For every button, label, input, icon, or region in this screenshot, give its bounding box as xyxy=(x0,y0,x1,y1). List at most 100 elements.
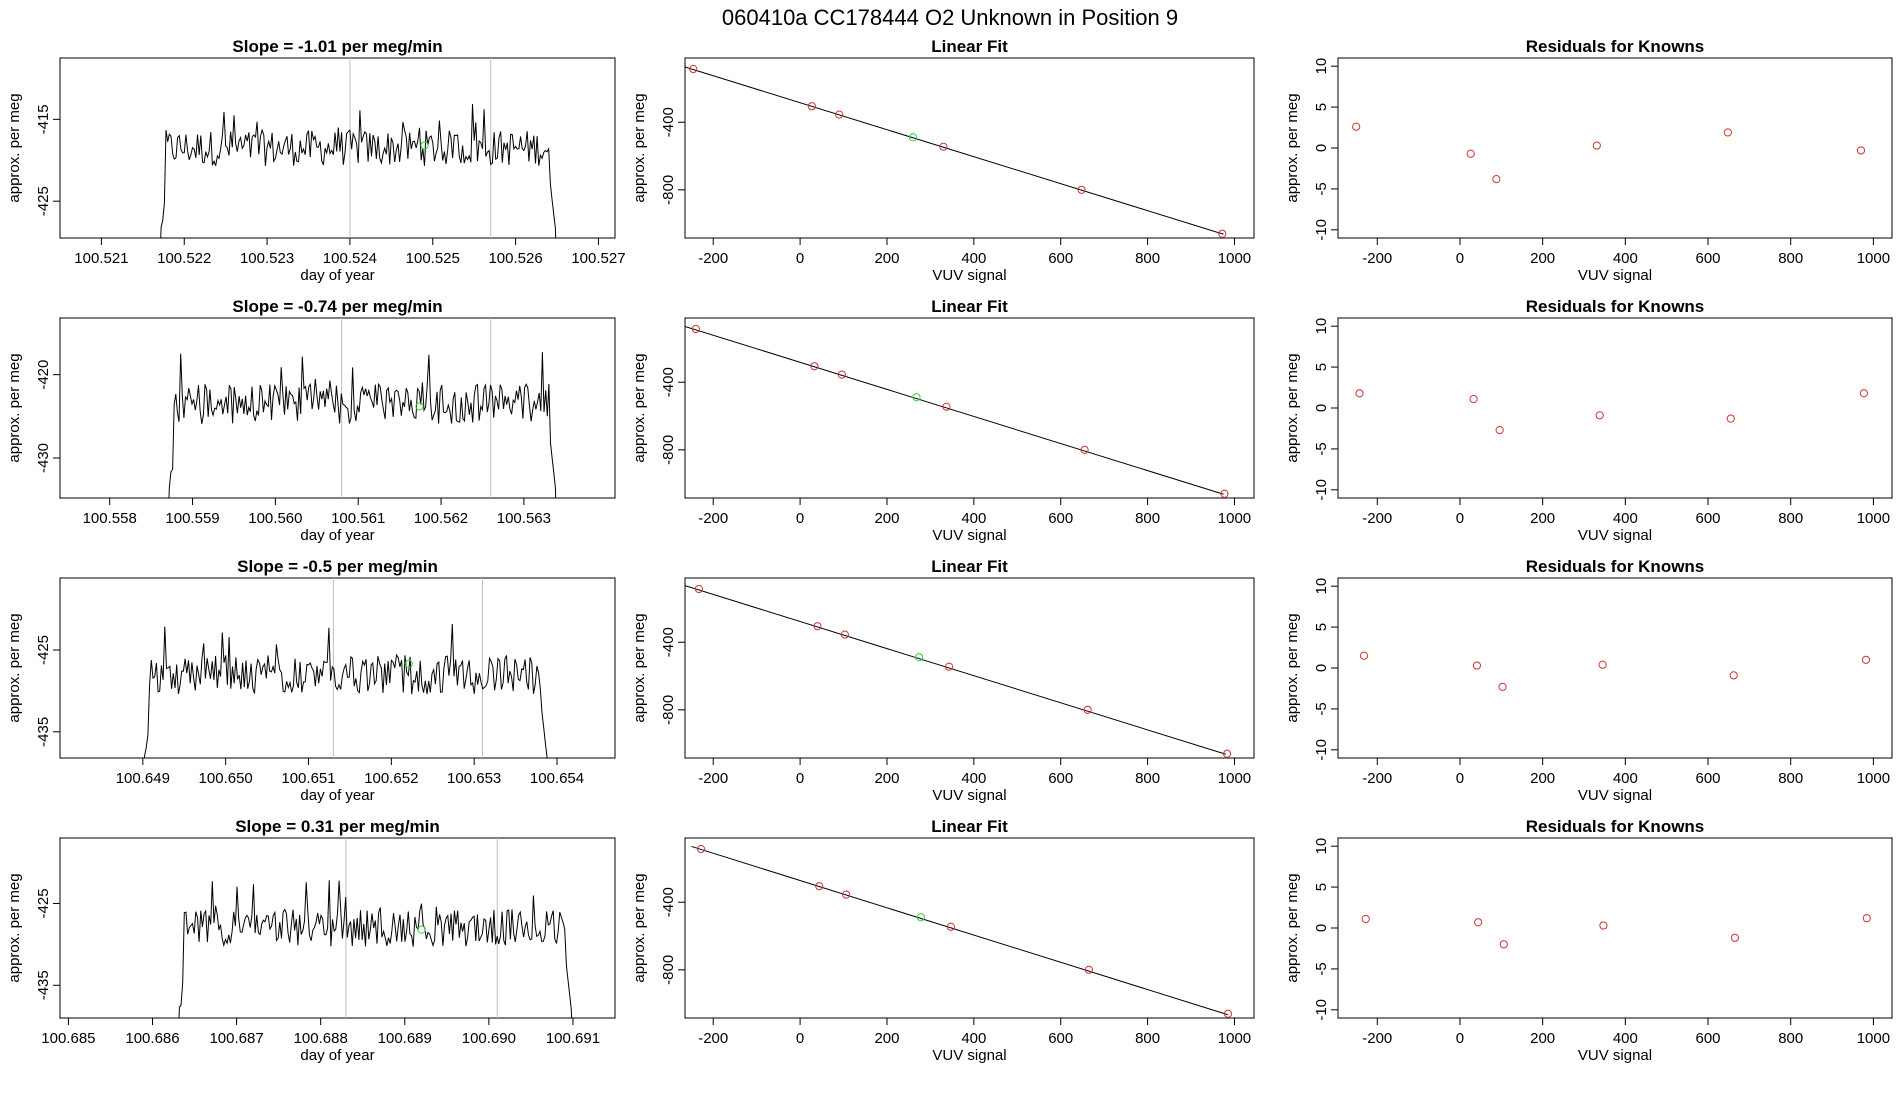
residual-point xyxy=(1492,174,1501,184)
panel-title: Linear Fit xyxy=(931,817,1008,836)
x-tick-label: 200 xyxy=(874,770,899,787)
residual-point xyxy=(1729,671,1738,680)
x-tick-label: 600 xyxy=(1048,510,1073,527)
residual-point xyxy=(1861,655,1871,664)
y-tick-label: -10 xyxy=(1313,479,1330,501)
x-tick-label: 0 xyxy=(796,770,804,787)
x-tick-label: 100.688 xyxy=(294,1030,348,1047)
known-point xyxy=(1222,749,1232,758)
y-tick-label: 10 xyxy=(1313,578,1330,595)
known-point xyxy=(942,402,951,411)
y-tick-label: -425 xyxy=(35,635,52,665)
residual-point xyxy=(1466,149,1475,158)
x-tick-label: 400 xyxy=(961,510,986,527)
y-tick-label: 10 xyxy=(1313,838,1330,855)
residual-point xyxy=(1472,661,1482,670)
x-tick-label: 100.650 xyxy=(199,770,253,787)
y-tick-label: -800 xyxy=(660,955,677,985)
panel-title: Residuals for Knowns xyxy=(1526,37,1705,56)
known-point xyxy=(1080,445,1089,454)
residual-point xyxy=(1859,389,1868,398)
x-tick-label: -200 xyxy=(698,770,728,787)
x-tick-label: 100.526 xyxy=(488,250,542,267)
residuals-panel-4: Residuals for Knowns-200 0 200 400 600 800 100… xyxy=(1284,817,1893,1064)
plot-area xyxy=(1359,651,1871,691)
y-tick-label: 0 xyxy=(1313,404,1330,412)
x-tick-label: 400 xyxy=(961,250,986,267)
x-tick-label: 100.653 xyxy=(447,770,501,787)
x-tick-label: 600 xyxy=(1048,250,1073,267)
x-tick-label: 100.691 xyxy=(546,1030,600,1047)
residual-point xyxy=(1595,411,1604,420)
x-tick-label: 600 xyxy=(1696,1030,1721,1047)
x-tick-label: -200 xyxy=(1362,510,1392,527)
x-tick-label: 100.687 xyxy=(209,1030,263,1047)
residuals-panel-1: Residuals for Knowns-200 0 200 400 600 800 100… xyxy=(1284,37,1893,284)
x-axis-title: day of year xyxy=(300,527,374,544)
residual-point xyxy=(1592,141,1601,150)
linear-fit-panel-3: Linear Fit -200 0 200 400 600 800 1000 -400 -800 V… xyxy=(631,557,1255,804)
residuals-panel-3: Residuals for Knowns-200 0 200 400 600 800 100… xyxy=(1284,557,1893,804)
x-tick-label: 800 xyxy=(1135,510,1160,527)
x-tick-label: 400 xyxy=(961,1030,986,1047)
x-tick-label: 200 xyxy=(874,250,899,267)
panel-title: Residuals for Knowns xyxy=(1526,557,1705,576)
x-tick-label: 800 xyxy=(1778,770,1803,787)
x-tick-label: 400 xyxy=(1613,1030,1638,1047)
plot-frame xyxy=(1337,57,1893,239)
x-tick-label: 600 xyxy=(1696,510,1721,527)
y-tick-label: 0 xyxy=(1313,144,1330,152)
time-series-panel-1: Slope = -1.01 per meg/min 100.521 100.522 1… xyxy=(6,37,626,284)
unknown-marker-point xyxy=(404,659,413,669)
x-axis-title: VUV signal xyxy=(932,1047,1006,1064)
known-point xyxy=(810,362,819,371)
x-tick-label: 100.561 xyxy=(331,510,385,527)
x-tick-label: 0 xyxy=(796,510,804,527)
x-tick-label: 600 xyxy=(1048,1030,1073,1047)
plot-frame xyxy=(1337,837,1893,1019)
panel-title: Slope = -0.5 per meg/min xyxy=(237,557,438,576)
fit-line xyxy=(691,845,1229,1016)
x-tick-label: 100.686 xyxy=(125,1030,179,1047)
y-tick-label: -5 xyxy=(1313,182,1330,195)
plot-frame xyxy=(684,57,1255,239)
x-tick-label: 200 xyxy=(1530,250,1555,267)
x-tick-label: 800 xyxy=(1135,770,1160,787)
plot-area xyxy=(1361,914,1871,949)
x-tick-label: 0 xyxy=(1456,770,1464,787)
signal-trace xyxy=(143,623,548,758)
known-point xyxy=(1223,1009,1233,1018)
x-tick-label: 100.651 xyxy=(281,770,335,787)
unknown-marker-point xyxy=(420,141,429,150)
y-tick-label: -5 xyxy=(1313,702,1330,715)
x-tick-label: 400 xyxy=(1613,250,1638,267)
y-axis-title: approx. per meg xyxy=(1284,613,1301,722)
figure-title: 060410a CC178444 O2 Unknown in Position … xyxy=(722,5,1178,30)
known-point xyxy=(1077,185,1086,194)
known-point xyxy=(939,142,948,151)
plot-area xyxy=(1355,389,1868,435)
plot-area xyxy=(685,584,1232,758)
residual-point xyxy=(1723,128,1732,137)
x-tick-label: 800 xyxy=(1778,1030,1803,1047)
plot-area xyxy=(691,844,1233,1018)
x-tick-label: 800 xyxy=(1135,1030,1160,1047)
plot-frame xyxy=(1337,577,1893,759)
panel-title: Linear Fit xyxy=(931,557,1008,576)
plot-area xyxy=(168,318,557,498)
y-axis-title: approx. per meg xyxy=(631,353,648,462)
y-axis-title: approx. per meg xyxy=(1284,873,1301,982)
x-tick-label: 0 xyxy=(1456,510,1464,527)
y-axis-title: approx. per meg xyxy=(6,353,23,462)
x-tick-label: 100.652 xyxy=(364,770,418,787)
x-tick-label: 200 xyxy=(1530,1030,1555,1047)
x-tick-label: -200 xyxy=(698,510,728,527)
unknown-point xyxy=(916,913,925,922)
x-tick-label: 100.563 xyxy=(497,510,551,527)
y-tick-label: 5 xyxy=(1313,363,1330,371)
x-tick-label: 100.524 xyxy=(323,250,377,267)
x-tick-label: 100.560 xyxy=(248,510,302,527)
panel-title: Linear Fit xyxy=(931,37,1008,56)
x-tick-label: 800 xyxy=(1135,250,1160,267)
